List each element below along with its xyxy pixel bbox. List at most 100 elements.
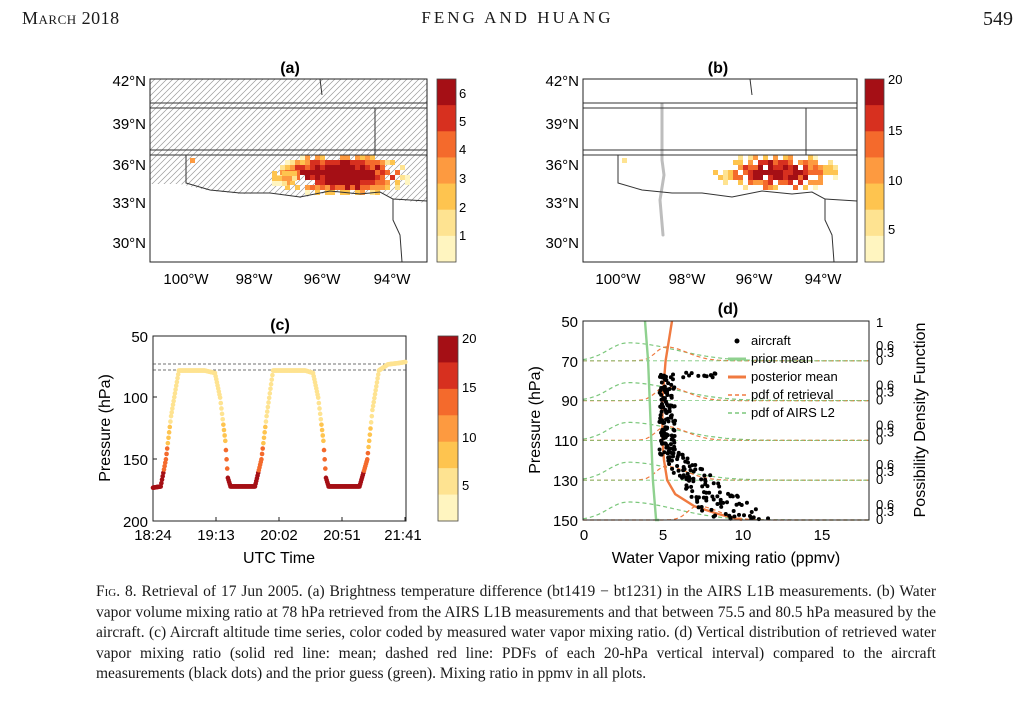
- panel-c-cbar-tick: 15: [462, 380, 476, 395]
- heat-cell: [335, 165, 340, 170]
- heat-cell: [315, 155, 320, 160]
- heat-cell: [305, 185, 310, 190]
- heat-cell: [190, 158, 195, 163]
- track-point: [321, 438, 326, 444]
- heat-cell: [305, 190, 310, 195]
- heat-cell: [277, 181, 282, 186]
- panel-c-xtick: 18:24: [134, 527, 172, 544]
- aircraft-dot: [687, 475, 692, 480]
- aircraft-dot: [716, 481, 721, 486]
- heat-cell: [793, 175, 798, 180]
- aircraft-dot: [735, 493, 740, 498]
- track-point: [263, 424, 268, 430]
- panel-d-xtick: 5: [659, 527, 667, 544]
- heat-cell: [285, 165, 290, 170]
- aircraft-dot: [711, 514, 716, 519]
- aircraft-dot: [685, 471, 690, 476]
- aircraft-dot: [681, 455, 686, 460]
- aircraft-dot: [658, 413, 663, 418]
- aircraft-dot: [691, 476, 696, 481]
- heat-cell: [345, 175, 350, 180]
- heat-cell: [287, 171, 292, 176]
- heat-cell: [285, 185, 290, 190]
- heat-cell: [355, 170, 360, 175]
- aircraft-dot: [672, 428, 677, 433]
- track-point: [322, 457, 327, 462]
- heat-cell: [325, 190, 330, 195]
- panel-b-cbar-tick: 5: [888, 222, 895, 237]
- panel-a-lon-tick: 100°W: [163, 271, 209, 288]
- heat-cell: [360, 190, 365, 195]
- heat-cell: [823, 170, 828, 175]
- heat-cell: [277, 176, 282, 181]
- aircraft-dot: [676, 452, 681, 457]
- panel-d-ytick: 150: [553, 513, 578, 530]
- track-point: [223, 447, 229, 453]
- heat-cell: [340, 170, 345, 175]
- track-point: [366, 438, 372, 444]
- pdf-airs-curve: [582, 421, 869, 441]
- aircraft-dot: [664, 378, 669, 383]
- heat-cell: [320, 185, 325, 190]
- heat-cell: [380, 185, 385, 190]
- aircraft-dot: [675, 463, 680, 468]
- heat-cell: [365, 165, 370, 170]
- track-point: [265, 404, 271, 410]
- heat-cell: [310, 175, 315, 180]
- panel-b-heat-cells: [622, 155, 838, 190]
- heat-cell: [818, 170, 823, 175]
- heat-cell: [360, 165, 365, 170]
- panel-d: (d) 50 70 90 110 130 150 0 5 10 15 Water…: [527, 301, 929, 567]
- panel-c-colorbar: [437, 335, 459, 522]
- heat-cell: [778, 170, 783, 175]
- panel-c-xtick: 21:41: [384, 527, 422, 544]
- heat-cell: [315, 180, 320, 185]
- heat-cell: [743, 165, 748, 170]
- colorbar-segment: [865, 235, 884, 263]
- colorbar-segment: [865, 105, 884, 132]
- panel-d-pdf-ticks: 00.30.600.30.600.30.600.30.600.30.61: [876, 315, 894, 527]
- aircraft-dot: [664, 432, 669, 437]
- colorbar-frame: [864, 78, 885, 263]
- track-point: [317, 406, 322, 411]
- heat-cell: [380, 175, 385, 180]
- pdf-airs-curve: [582, 342, 869, 362]
- heat-cell: [788, 155, 793, 160]
- aircraft-dot: [671, 386, 676, 391]
- heat-cell: [295, 175, 300, 180]
- panel-b-lon-tick: 94°W: [805, 271, 843, 288]
- heat-cell: [768, 175, 773, 180]
- heat-cell: [345, 170, 350, 175]
- panel-a-lon-tick: 96°W: [304, 271, 342, 288]
- aircraft-dot: [664, 417, 669, 422]
- heat-cell: [320, 155, 325, 160]
- heat-cell: [813, 155, 818, 160]
- heat-cell: [365, 175, 370, 180]
- heat-cell: [793, 185, 798, 190]
- heat-cell: [310, 165, 315, 170]
- heat-cell: [365, 160, 370, 165]
- heat-cell: [793, 165, 798, 170]
- heat-cell: [758, 165, 763, 170]
- aircraft-dot: [700, 508, 705, 513]
- aircraft-dot: [715, 502, 720, 507]
- heat-cell: [345, 160, 350, 165]
- panel-c-xtick: 20:02: [260, 527, 298, 544]
- panel-a-lat-tick: 30°N: [112, 235, 146, 252]
- heat-cell: [808, 165, 813, 170]
- aircraft-dot: [766, 516, 771, 521]
- track-point: [261, 440, 266, 446]
- track-point: [375, 372, 381, 377]
- heat-cell: [813, 180, 818, 185]
- heat-cell: [335, 175, 340, 180]
- heat-cell: [315, 190, 320, 195]
- heat-cell: [380, 170, 385, 175]
- aircraft-dot: [658, 374, 663, 379]
- colorbar-segment: [437, 157, 456, 185]
- page-number: 549: [983, 8, 1013, 30]
- colorbar-segment: [865, 209, 884, 237]
- panel-a-label: (a): [280, 60, 300, 77]
- aircraft-dot: [658, 419, 663, 424]
- heat-cell: [385, 160, 390, 165]
- track-point: [269, 377, 275, 382]
